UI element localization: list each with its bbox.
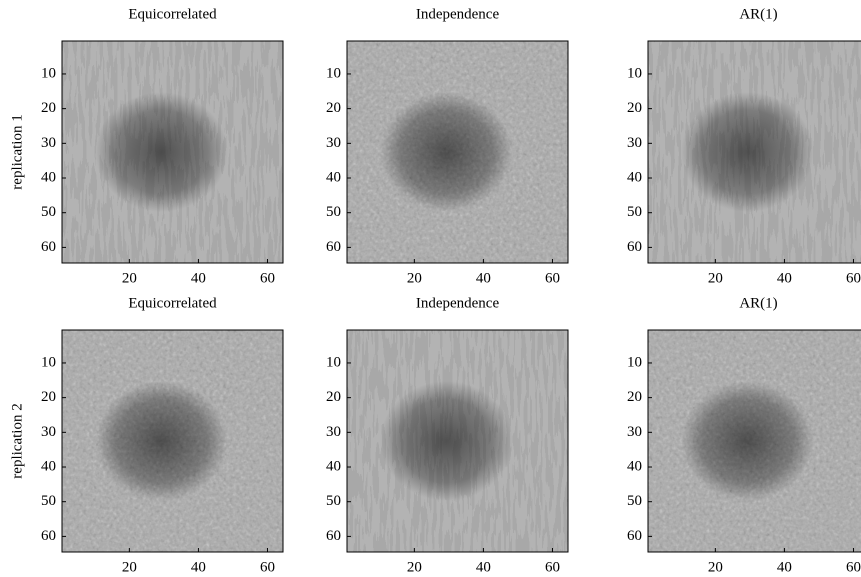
y-tick-label: 60 (41, 528, 56, 544)
y-tick-label: 40 (627, 169, 642, 185)
y-tick-label: 50 (627, 493, 642, 509)
x-tick-label: 40 (476, 559, 491, 575)
y-tick-label: 20 (41, 100, 56, 116)
y-tick-label: 40 (627, 458, 642, 474)
panel: Independence 20 40 60 10 20 30 40 50 60 (326, 6, 568, 286)
y-tick-label: 20 (627, 100, 642, 116)
y-tick-label: 20 (41, 389, 56, 405)
x-tick-label: 40 (777, 270, 792, 286)
y-tick-label: 10 (41, 65, 56, 81)
x-tick-label: 20 (122, 270, 137, 286)
image-dark-region (681, 381, 814, 501)
x-tick-label: 60 (260, 270, 275, 286)
y-tick-label: 30 (627, 135, 642, 151)
x-tick-label: 40 (191, 270, 206, 286)
y-tick-label: 40 (326, 458, 341, 474)
x-tick-label: 20 (407, 270, 422, 286)
image-dark-region (95, 381, 228, 501)
y-tick-label: 40 (326, 169, 341, 185)
x-tick-label: 60 (545, 270, 560, 286)
y-tick-label: 20 (326, 100, 341, 116)
panel-title: Equicorrelated (128, 6, 217, 22)
y-tick-label: 30 (326, 135, 341, 151)
x-tick-label: 40 (777, 559, 792, 575)
panel: Independence 20 40 60 10 20 30 40 50 60 (326, 295, 568, 575)
y-tick-label: 30 (41, 424, 56, 440)
x-tick-label: 20 (407, 559, 422, 575)
y-tick-label: 60 (326, 239, 341, 255)
y-tick-label: 30 (41, 135, 56, 151)
y-axis-label: replication 1 (9, 114, 25, 189)
y-tick-label: 30 (627, 424, 642, 440)
y-tick-label: 60 (326, 528, 341, 544)
y-axis-label: replication 2 (9, 403, 25, 478)
y-tick-label: 60 (627, 528, 642, 544)
panel: Equicorrelated 20 40 60 10 20 30 40 50 60 replicat… (9, 6, 283, 286)
x-tick-label: 20 (708, 559, 723, 575)
image-dark-region (95, 92, 228, 212)
y-tick-label: 10 (326, 65, 341, 81)
panel-title: AR(1) (739, 295, 777, 311)
y-tick-label: 20 (326, 389, 341, 405)
panel-title: AR(1) (739, 6, 777, 22)
figure: Equicorrelated 20 40 60 10 20 30 40 50 60 replicat… (0, 0, 861, 577)
x-tick-label: 60 (260, 559, 275, 575)
y-tick-label: 50 (326, 493, 341, 509)
panel: AR(1) 20 40 60 10 20 30 40 50 60 (627, 6, 861, 286)
y-tick-label: 40 (41, 458, 56, 474)
y-tick-label: 60 (627, 239, 642, 255)
x-tick-label: 20 (708, 270, 723, 286)
x-tick-label: 60 (545, 559, 560, 575)
x-tick-label: 40 (476, 270, 491, 286)
panel: AR(1) 20 40 60 10 20 30 40 50 60 (627, 295, 861, 575)
image-dark-region (681, 92, 814, 212)
y-tick-label: 30 (326, 424, 341, 440)
y-tick-label: 10 (627, 65, 642, 81)
y-tick-label: 40 (41, 169, 56, 185)
y-tick-label: 50 (41, 204, 56, 220)
image-dark-region (380, 381, 513, 501)
y-tick-label: 60 (41, 239, 56, 255)
panel-title: Equicorrelated (128, 295, 217, 311)
x-tick-label: 20 (122, 559, 137, 575)
y-tick-label: 50 (41, 493, 56, 509)
x-tick-label: 40 (191, 559, 206, 575)
y-tick-label: 20 (627, 389, 642, 405)
panel: Equicorrelated 20 40 60 10 20 30 40 50 60 replicat… (9, 295, 283, 575)
panel-title: Independence (416, 6, 500, 22)
y-tick-label: 10 (41, 354, 56, 370)
panel-title: Independence (416, 295, 500, 311)
y-tick-label: 50 (627, 204, 642, 220)
y-tick-label: 50 (326, 204, 341, 220)
image-dark-region (380, 92, 513, 212)
y-tick-label: 10 (326, 354, 341, 370)
y-tick-label: 10 (627, 354, 642, 370)
x-tick-label: 60 (846, 559, 861, 575)
x-tick-label: 60 (846, 270, 861, 286)
